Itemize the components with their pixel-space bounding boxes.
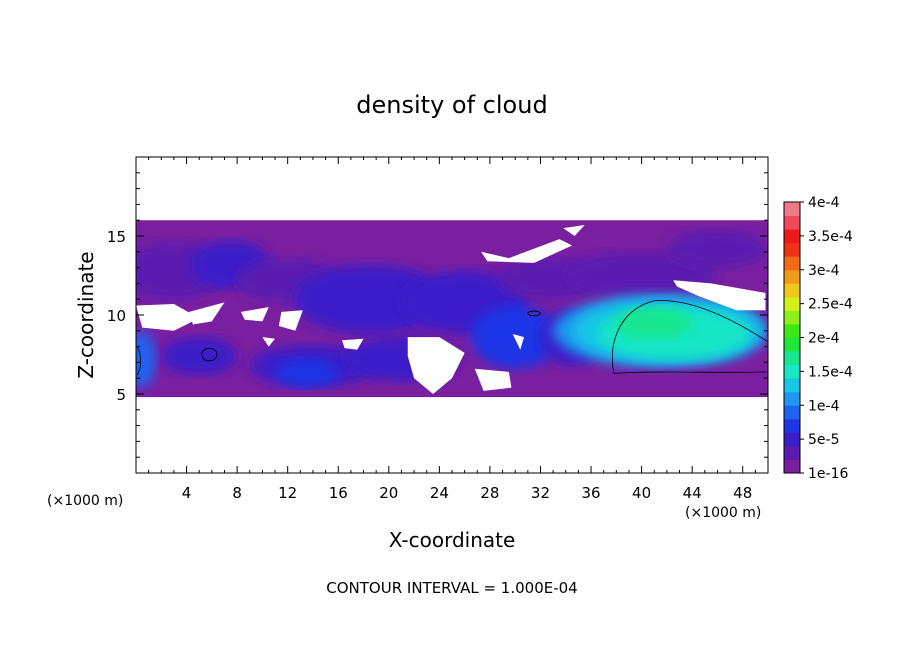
- clear-air-gap: [512, 333, 525, 350]
- y-axis-ticks: 5 10 15: [107, 172, 768, 458]
- colorbar-swatch: [784, 351, 800, 366]
- colorbar-swatch: [784, 202, 800, 217]
- colorbar-swatch: [784, 269, 800, 284]
- clear-air-gap: [563, 224, 585, 236]
- clear-air-gap: [474, 368, 512, 391]
- contour-interval-footer: CONTOUR INTERVAL = 1.000E-04: [326, 579, 577, 597]
- x-tick-label: 24: [430, 484, 449, 502]
- colorbar-swatch: [784, 432, 800, 447]
- clear-air-gap: [240, 307, 269, 322]
- colorbar-swatch: [784, 391, 800, 406]
- x-tick-label: 36: [581, 484, 600, 502]
- density-region: [161, 337, 238, 376]
- colorbar-swatch: [784, 364, 800, 379]
- density-region: [666, 229, 768, 268]
- colorbar-swatch: [784, 310, 800, 325]
- density-maximum: [616, 307, 693, 339]
- colorbar-label: 2e-4: [808, 331, 840, 347]
- colorbar-label: 1.5e-4: [808, 364, 853, 380]
- x-tick-label: 20: [379, 484, 398, 502]
- x-axis-ticks: 4 8 12 16 20 24 28 32 36 40 44 48: [148, 157, 756, 502]
- colorbar-swatch: [784, 337, 800, 352]
- colorbar-swatch: [784, 283, 800, 298]
- clear-air-gap: [136, 303, 200, 331]
- x-tick-label: 44: [683, 484, 702, 502]
- clear-air-gap: [278, 310, 303, 331]
- contour-line-1e-4: [612, 300, 768, 374]
- clear-air-gap: [481, 239, 573, 263]
- colorbar-label: 4e-4: [808, 195, 840, 211]
- x-tick-label: 8: [232, 484, 242, 502]
- colorbar-label: 3e-4: [808, 263, 840, 279]
- colorbar: 1e-16 5e-5 1e-4 1.5e-4 2e-4 2.5e-4 3e-4 3.5e-4 4…: [783, 195, 853, 482]
- colorbar-swatch: [784, 378, 800, 393]
- x-tick-label: 28: [480, 484, 499, 502]
- density-region: [136, 330, 157, 388]
- colorbar-swatch: [784, 459, 800, 474]
- y-axis-label: Z-coordinate: [74, 251, 98, 378]
- colorbar-swatch: [784, 323, 800, 338]
- colorbar-swatch: [784, 242, 800, 257]
- colorbar-swatch: [784, 256, 800, 271]
- colorbar-label: 1e-4: [808, 398, 840, 414]
- density-region: [275, 359, 339, 388]
- colorbar-swatch: [784, 296, 800, 311]
- contour-line-small: [201, 347, 218, 362]
- colorbar-swatch: [784, 229, 800, 244]
- x-tick-label: 48: [733, 484, 752, 502]
- colorbar-label: 3.5e-4: [808, 229, 853, 245]
- colorbar-swatch: [784, 418, 800, 433]
- colorbar-label: 2.5e-4: [808, 297, 853, 313]
- clear-air-gap: [342, 338, 364, 350]
- colorbar-label: 1e-16: [808, 466, 848, 482]
- x-tick-label: 32: [531, 484, 550, 502]
- clear-air-gap: [189, 302, 225, 325]
- x-unit-right: (×1000 m): [685, 505, 761, 521]
- contour-line-edge: [136, 346, 141, 376]
- clear-air-gap: [262, 337, 276, 347]
- chart-title: density of cloud: [356, 91, 547, 119]
- y-tick-label: 5: [116, 386, 126, 404]
- density-field: [136, 220, 768, 398]
- x-tick-label: 40: [632, 484, 651, 502]
- x-axis-label: X-coordinate: [389, 528, 516, 552]
- colorbar-swatch: [784, 445, 800, 460]
- clear-air-gap: [673, 280, 766, 311]
- colorbar-label: 5e-5: [808, 432, 839, 448]
- density-region: [294, 264, 446, 334]
- x-tick-label: 16: [329, 484, 348, 502]
- clear-air-gap: [407, 337, 465, 394]
- y-tick-label: 10: [107, 307, 126, 325]
- y-tick-label: 15: [107, 228, 126, 246]
- colorbar-swatch: [784, 215, 800, 230]
- x-unit-left: (×1000 m): [47, 493, 123, 509]
- contour-line-small: [527, 310, 541, 317]
- x-tick-label: 12: [278, 484, 297, 502]
- x-tick-label: 4: [182, 484, 192, 502]
- colorbar-swatch: [784, 405, 800, 420]
